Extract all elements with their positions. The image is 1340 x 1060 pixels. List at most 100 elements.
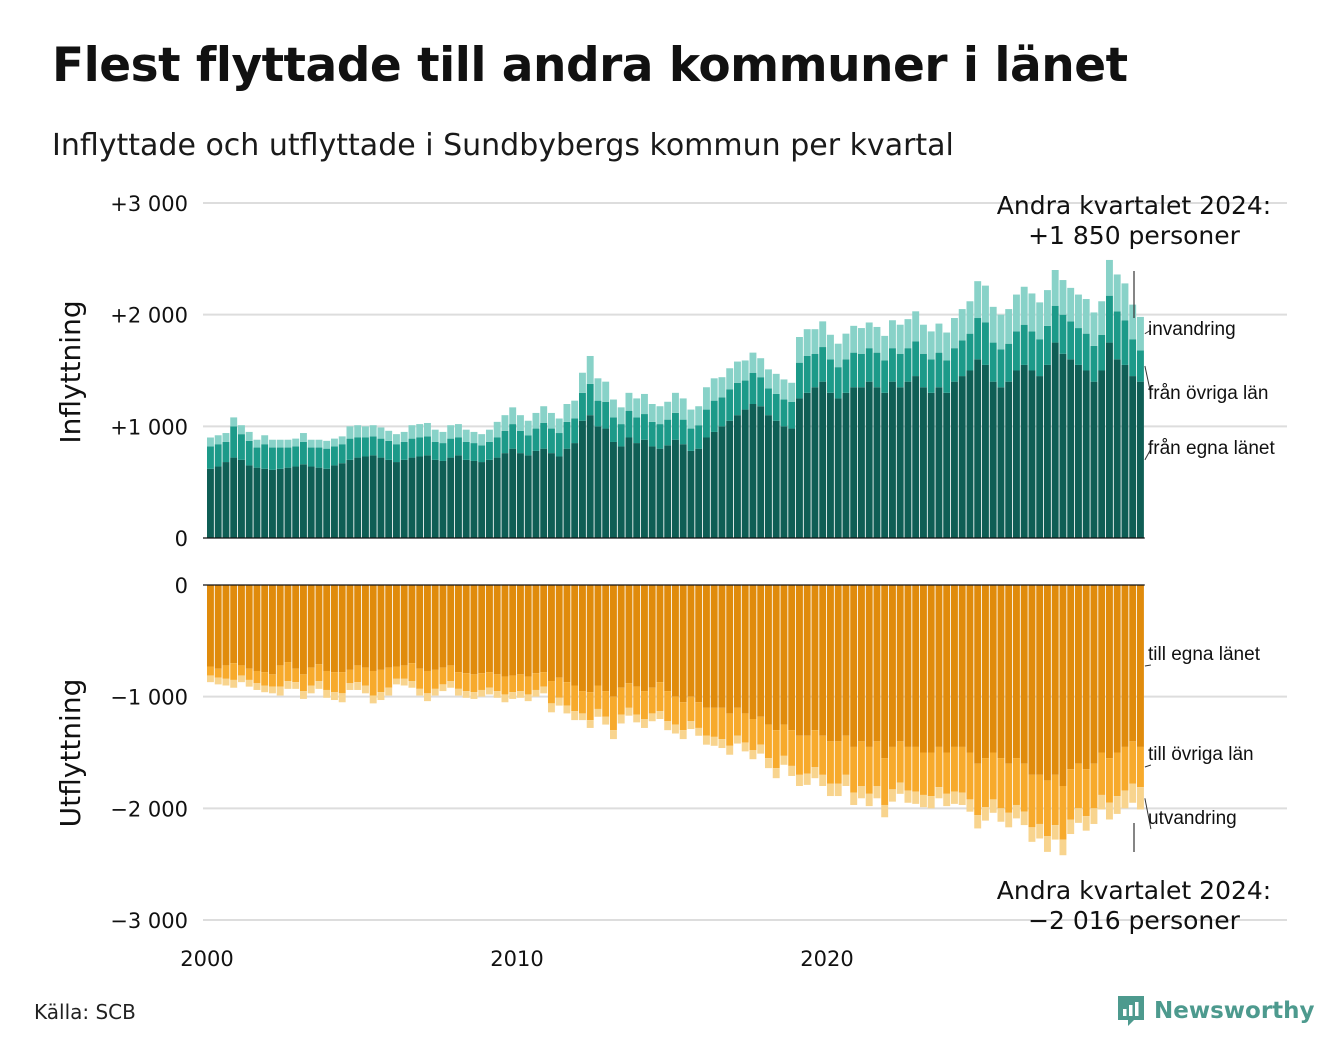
bar-in-2 — [354, 425, 362, 438]
bar-out-2 — [331, 692, 338, 701]
bar-out-2 — [997, 808, 1005, 822]
bar-in-2 — [610, 399, 617, 418]
bar-out-1 — [1020, 763, 1028, 812]
bar-out-0 — [873, 585, 881, 742]
bar-out-2 — [261, 685, 269, 693]
bar-in-0 — [1020, 364, 1028, 538]
bar-out-0 — [385, 585, 393, 668]
bar-in-1 — [672, 412, 679, 440]
bar-out-1 — [718, 707, 726, 740]
bar-out-0 — [780, 585, 788, 725]
bar-out-0 — [501, 585, 509, 677]
bar-out-0 — [1059, 585, 1067, 786]
bar-in-0 — [493, 457, 501, 538]
bar-in-2 — [811, 329, 819, 354]
bar-in-0 — [524, 455, 532, 538]
bar-out-2 — [1113, 796, 1121, 814]
bar-out-0 — [276, 585, 284, 666]
bar-in-2 — [974, 281, 982, 319]
bar-out-1 — [462, 673, 470, 692]
bar-in-0 — [1129, 376, 1137, 538]
bar-out-2 — [788, 765, 796, 776]
bar-in-0 — [718, 426, 726, 538]
bar-out-2 — [1044, 836, 1051, 852]
bar-in-2 — [1098, 301, 1106, 335]
bar-in-1 — [1028, 331, 1036, 371]
bar-in-2 — [1051, 270, 1059, 306]
bar-out-2 — [207, 675, 214, 683]
bar-out-0 — [896, 585, 904, 742]
bar-out-0 — [726, 585, 734, 714]
bar-in-1 — [276, 447, 284, 469]
bar-out-0 — [734, 585, 741, 708]
bar-in-2 — [517, 415, 524, 431]
bar-in-2 — [927, 331, 935, 360]
bar-out-2 — [253, 683, 261, 690]
bar-in-0 — [1106, 342, 1113, 538]
bar-out-2 — [1013, 804, 1020, 819]
bar-in-0 — [904, 381, 912, 538]
bar-in-0 — [571, 443, 579, 538]
bar-out-1 — [726, 713, 734, 746]
bar-in-1 — [579, 392, 586, 421]
bar-in-1 — [850, 352, 858, 388]
bar-in-2 — [865, 322, 873, 349]
y-tick-label-inflyttning: +3 000 — [110, 192, 188, 216]
bar-in-0 — [1137, 381, 1144, 538]
bar-in-2 — [734, 361, 741, 383]
bar-in-0 — [617, 446, 625, 538]
bar-in-0 — [982, 364, 989, 538]
bar-out-0 — [338, 585, 346, 673]
bar-out-2 — [1051, 825, 1059, 840]
bar-out-0 — [904, 585, 912, 747]
bar-out-2 — [338, 693, 346, 703]
bar-out-2 — [1098, 794, 1106, 810]
x-tick-label: 2010 — [490, 947, 543, 971]
bar-in-0 — [858, 387, 865, 538]
label-connector — [1144, 365, 1152, 395]
bar-in-0 — [989, 381, 997, 538]
source-note: Källa: SCB — [34, 1000, 136, 1024]
bar-out-1 — [617, 687, 625, 715]
bar-out-2 — [307, 685, 315, 694]
bar-out-0 — [920, 585, 927, 753]
bar-in-0 — [811, 387, 819, 538]
bar-in-1 — [393, 444, 400, 463]
bar-out-1 — [865, 746, 873, 794]
bar-in-0 — [416, 456, 424, 538]
bar-in-1 — [610, 417, 617, 442]
bar-in-1 — [517, 430, 524, 454]
bar-out-2 — [757, 744, 765, 754]
bar-out-2 — [842, 774, 850, 786]
bar-in-1 — [1005, 343, 1013, 382]
bar-out-0 — [757, 585, 765, 717]
y-tick-label-utflyttning: −3 000 — [110, 909, 188, 933]
bar-in-0 — [276, 468, 284, 538]
bar-out-0 — [703, 585, 710, 708]
bar-out-0 — [424, 585, 431, 671]
bar-out-1 — [517, 674, 524, 692]
bar-in-1 — [245, 440, 253, 466]
bar-out-0 — [594, 585, 602, 686]
bar-in-1 — [1129, 339, 1137, 377]
bar-in-2 — [656, 406, 664, 425]
bar-in-2 — [982, 285, 989, 323]
bar-in-0 — [796, 398, 803, 538]
bar-out-1 — [788, 730, 796, 766]
bar-out-1 — [656, 682, 664, 712]
bar-out-2 — [447, 681, 455, 688]
bar-out-2 — [943, 793, 951, 807]
bar-in-2 — [439, 431, 447, 444]
bar-out-1 — [532, 673, 540, 690]
bar-in-2 — [230, 417, 238, 427]
bar-out-0 — [858, 585, 865, 742]
bar-in-2 — [222, 433, 230, 442]
bar-in-2 — [586, 355, 594, 384]
bar-in-2 — [238, 425, 245, 435]
bar-in-2 — [276, 439, 284, 448]
bar-in-1 — [292, 446, 300, 467]
bar-out-1 — [470, 674, 478, 693]
bar-in-0 — [889, 381, 896, 538]
bar-out-0 — [610, 585, 617, 697]
bar-in-1 — [1106, 295, 1113, 343]
